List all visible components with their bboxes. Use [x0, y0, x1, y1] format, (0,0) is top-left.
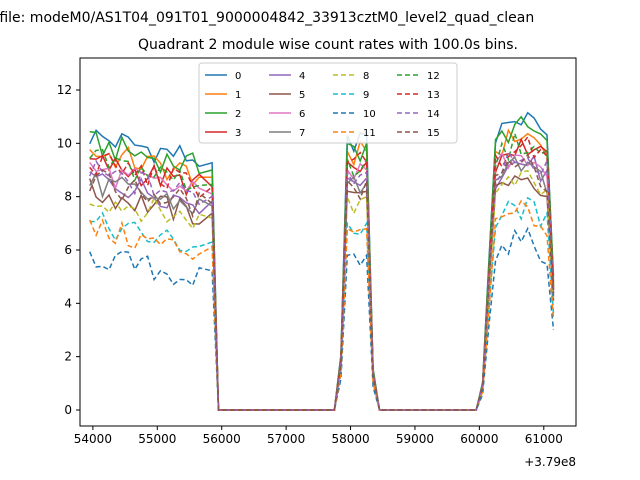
legend-box [198, 62, 458, 144]
legend-label-12: 12 [427, 71, 440, 82]
legend-label-5: 5 [299, 90, 305, 101]
legend-label-9: 9 [363, 90, 369, 101]
legend-label-11: 11 [363, 128, 376, 139]
legend-label-14: 14 [427, 109, 440, 120]
legend-label-2: 2 [235, 109, 241, 120]
x-tick-label: 56000 [203, 432, 241, 446]
y-tick-label: 12 [57, 83, 72, 97]
legend-label-7: 7 [299, 128, 305, 139]
x-tick-label: 61000 [525, 432, 563, 446]
axis-ticks: 54000 55000 56000 57000 58000 59000 60000 61000… [57, 83, 563, 446]
x-tick-label: 59000 [396, 432, 434, 446]
x-tick-label: 54000 [74, 432, 112, 446]
legend-label-1: 1 [235, 90, 241, 101]
legend-label-13: 13 [427, 90, 440, 101]
y-tick-label: 6 [64, 243, 72, 257]
legend-label-10: 10 [363, 109, 376, 120]
x-tick-label: 60000 [460, 432, 498, 446]
plot-frame [79, 57, 577, 427]
legend-label-8: 8 [363, 71, 369, 82]
legend-label-0: 0 [235, 71, 241, 82]
y-tick-label: 2 [64, 350, 72, 364]
y-tick-label: 10 [57, 136, 72, 150]
chart-title: Quadrant 2 module wise count rates with … [138, 37, 518, 53]
series-lines [88, 111, 555, 411]
legend-label-4: 4 [299, 71, 305, 82]
legend-label-6: 6 [299, 109, 305, 120]
y-tick-label: 0 [64, 403, 72, 417]
y-tick-label: 4 [64, 296, 72, 310]
x-offset-label: +3.79e8 [524, 455, 576, 469]
x-tick-label: 58000 [331, 432, 369, 446]
legend-label-15: 15 [427, 128, 440, 139]
figure-suptitle: n file: modeM0/AS1T04_091T01_9000004842_… [0, 10, 534, 26]
series-line-15 [89, 153, 555, 411]
x-tick-label: 55000 [138, 432, 176, 446]
legend-label-3: 3 [235, 128, 241, 139]
y-tick-label: 8 [64, 190, 72, 204]
x-tick-label: 57000 [267, 432, 305, 446]
